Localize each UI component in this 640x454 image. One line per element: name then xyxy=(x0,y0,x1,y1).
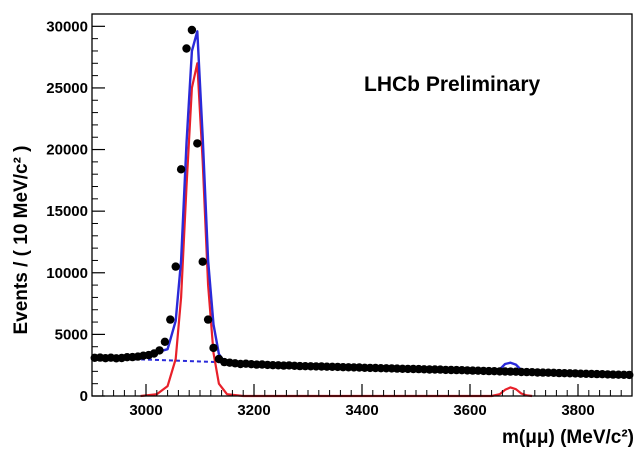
y-tick-label: 25000 xyxy=(46,80,88,97)
y-tick-label: 30000 xyxy=(46,18,88,35)
x-tick-label: 3600 xyxy=(453,402,486,419)
data-point xyxy=(193,139,202,148)
data-point xyxy=(166,315,175,324)
y-tick-label: 5000 xyxy=(55,326,88,343)
data-point xyxy=(182,44,191,53)
background-fit-line xyxy=(91,356,633,377)
data-point xyxy=(187,25,197,35)
lhcb-preliminary-label: LHCb Preliminary xyxy=(364,73,541,96)
data-point xyxy=(155,346,164,355)
y-tick-label: 10000 xyxy=(46,265,88,282)
y-tick-label: 15000 xyxy=(46,203,88,220)
data-point xyxy=(209,343,218,353)
signal-fit-line xyxy=(140,62,533,398)
data-point xyxy=(160,337,170,346)
x-tick-label: 3400 xyxy=(345,402,378,419)
y-tick-label: 0 xyxy=(80,388,88,405)
x-tick-label: 3200 xyxy=(237,402,270,419)
x-tick-label: 3000 xyxy=(129,402,162,419)
total-fit-line xyxy=(91,30,633,377)
y-tick-label: 20000 xyxy=(46,142,88,159)
data-point xyxy=(198,257,207,266)
data-point xyxy=(203,315,213,324)
x-tick-label: 3800 xyxy=(561,402,594,419)
x-axis-title: m(μμ) (MeV/c²) xyxy=(502,427,634,448)
data-point xyxy=(171,262,180,271)
plot-frame xyxy=(91,13,633,397)
y-axis-title: Events / ( 10 MeV/c² ) xyxy=(11,145,32,334)
data-point xyxy=(176,165,186,174)
